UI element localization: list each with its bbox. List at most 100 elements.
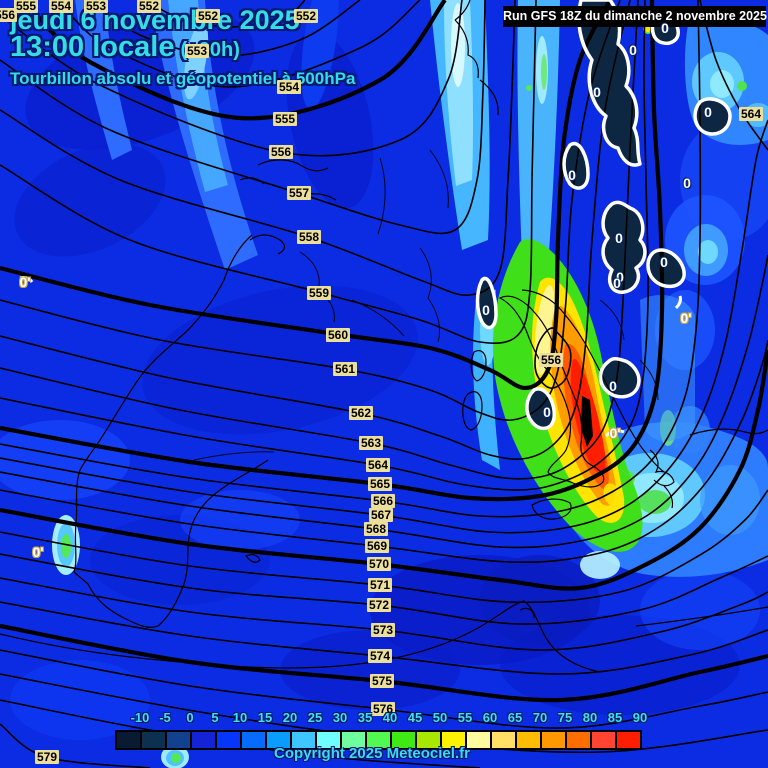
colorbar-tick: 60 [482, 710, 498, 725]
country-borders [193, 149, 659, 461]
colorbar-cell [442, 732, 467, 748]
geopotential-label: 563 [358, 436, 384, 450]
colorbar-cell [517, 732, 542, 748]
geopotential-contour [0, 0, 463, 157]
zero-vorticity-tick-label: 0' [32, 544, 44, 560]
colorbar-cell [367, 732, 392, 748]
zero-vorticity-tick-label: 0' [680, 310, 692, 326]
zero-vorticity-label: 0 [593, 84, 601, 100]
model-run-info: Run GFS 18Z du dimanche 2 novembre 2025 [503, 6, 767, 27]
colorbar-tick: -10 [130, 710, 150, 725]
zero-vorticity-label: 0 [615, 230, 623, 246]
geopotential-contour [57, 0, 421, 88]
geopotential-contour-major [0, 349, 768, 591]
geopotential-contour [0, 0, 631, 460]
geopotential-label: 564 [365, 458, 391, 472]
geopotential-label: 556 [268, 145, 294, 159]
zero-vorticity-label: 0 [543, 404, 551, 420]
geopotential-label: 552 [293, 9, 319, 23]
colorbar-tick: 5 [211, 710, 219, 725]
geopotential-contour-major [22, 0, 447, 121]
colorbar-cell [467, 732, 492, 748]
geopotential-contour [0, 119, 768, 534]
colorbar-tick: 45 [407, 710, 423, 725]
colorbar-tick: 75 [557, 710, 573, 725]
geopotential-label: 573 [370, 623, 396, 637]
geopotential-label: 555 [272, 112, 298, 126]
vorticity-colorbar [115, 730, 642, 750]
geopotential-label: 558 [296, 230, 322, 244]
geopotential-label: 554 [276, 80, 302, 94]
colorbar-cell [192, 732, 217, 748]
local-time: 13:00 locale [10, 31, 175, 63]
geopotential-contour [0, 0, 649, 491]
geopotential-label: 579 [34, 750, 60, 764]
geopotential-contour [92, 0, 361, 57]
colorbar-cell [242, 732, 267, 748]
colorbar-tick: 40 [382, 710, 398, 725]
geopotential-label: 557 [286, 186, 312, 200]
zero-vorticity-label: 0 [568, 167, 576, 183]
geopotential-contour-major [0, 0, 612, 391]
geopotential-contour-major [0, 0, 665, 502]
colorbar-cell [617, 732, 640, 748]
colorbar-tick: 55 [457, 710, 473, 725]
colorbar-cell [567, 732, 592, 748]
colorbar-tick: 15 [257, 710, 273, 725]
chart-subtitle: Tourbillon absolu et géopotentiel à 500h… [10, 69, 356, 88]
colorbar-tick: 35 [357, 710, 373, 725]
geopotential-label: 560 [325, 328, 351, 342]
geopotential-label: 571 [367, 578, 393, 592]
colorbar-tick: 20 [282, 710, 298, 725]
geopotential-contour [0, 254, 768, 549]
geopotential-label: 554 [48, 0, 74, 13]
geopotential-label: 575 [369, 674, 395, 688]
geopotential-contour [534, 327, 572, 389]
geopotential-contour [0, 553, 768, 625]
colorbar-cell [117, 732, 142, 748]
geopotential-contour [0, 601, 768, 675]
zero-vorticity-label: 0 [683, 175, 691, 191]
zero-vorticity-label: 0 [660, 254, 668, 270]
colorbar-tick: 30 [332, 710, 348, 725]
geopotential-label: 553 [184, 44, 210, 58]
geopotential-contour [0, 0, 702, 518]
geopotential-label: 566 [370, 494, 396, 508]
zero-vorticity-label: 0 [704, 104, 712, 120]
colorbar-tick: 80 [582, 710, 598, 725]
geopotential-contour [0, 339, 768, 564]
geopotential-contour [0, 577, 768, 651]
geopotential-contour [0, 649, 768, 729]
geopotential-label: 556 [538, 353, 564, 367]
geopotential-label: 561 [332, 362, 358, 376]
zero-vorticity-label: 0 [613, 275, 621, 291]
geopotential-contour [0, 489, 768, 604]
geopotential-label: 562 [348, 406, 374, 420]
geopotential-contour [0, 0, 621, 422]
zero-vorticity-outlines [19, 0, 732, 438]
geopotential-label: 559 [306, 286, 332, 300]
colorbar-cell [167, 732, 192, 748]
geopotential-label: 576 [370, 702, 396, 716]
zero-vorticity-label: 0 [616, 269, 624, 285]
colorbar-cell [542, 732, 567, 748]
geopotential-label: 564 [738, 107, 764, 121]
colorbar-cell [342, 732, 367, 748]
colorbar-tick: 50 [432, 710, 448, 725]
colorbar-tick: -5 [159, 710, 171, 725]
colorbar-cell [317, 732, 342, 748]
colorbar-tick: 70 [532, 710, 548, 725]
colorbar-tick: 10 [232, 710, 248, 725]
colorbar-cell [267, 732, 292, 748]
zero-vorticity-label: 0 [661, 20, 669, 36]
colorbar-cell [292, 732, 317, 748]
geopotential-contour-major [0, 623, 768, 703]
copyright-text: Copyright 2025 Meteociel.fr [274, 745, 470, 762]
geopotential-label: 574 [367, 649, 393, 663]
zero-vorticity-label: 0 [482, 302, 490, 318]
colorbar-cell [417, 732, 442, 748]
geopotential-label: 555 [13, 0, 39, 13]
